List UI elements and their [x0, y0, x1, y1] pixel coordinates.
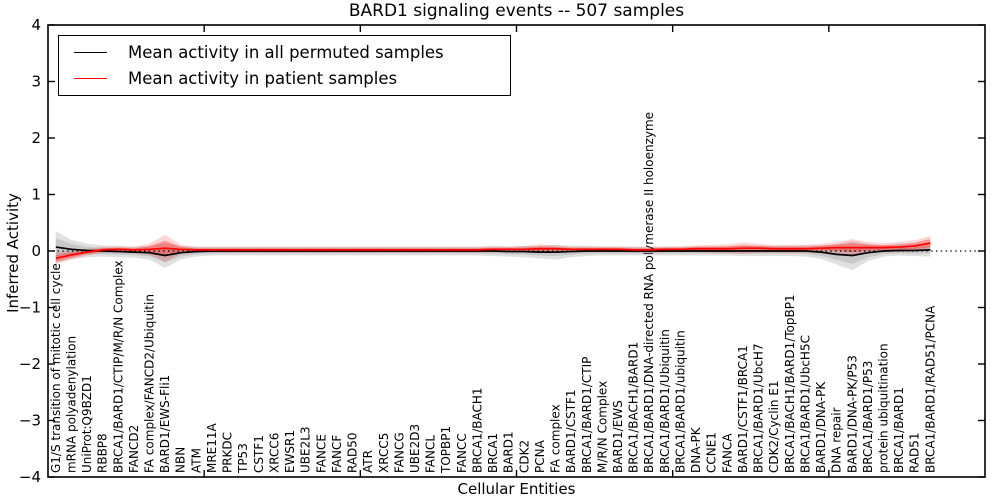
x-tick-label: FANCD2 [127, 425, 141, 473]
x-tick-label: FANCC [455, 433, 469, 473]
legend-entry-permuted: Mean activity in all permuted samples [59, 43, 510, 62]
x-tick-label: UBE2L3 [299, 426, 313, 473]
x-axis-label: Cellular Entities [457, 480, 576, 498]
x-tick-label: BARD1/EWS-Fli1 [158, 375, 172, 473]
x-tick-label: BRCA1/BARD1/RAD51/PCNA [923, 305, 937, 473]
x-tick-label: BRCA1/BARD1/ubiquitin [673, 330, 687, 473]
patient-mean-line [55, 242, 931, 260]
x-tick-label: protein ubiquitination [876, 343, 890, 473]
legend: Mean activity in all permuted samples Me… [58, 35, 511, 96]
x-tick-label: FANCL [424, 435, 438, 473]
y-axis-label: Inferred Activity [4, 193, 22, 313]
x-tick-label: BARD1/DNA-PK/P53 [845, 355, 859, 473]
legend-label-patient: Mean activity in patient samples [128, 69, 398, 88]
x-tick-label: DNA-PK [689, 426, 703, 473]
x-tick-label: BRCA1/BARD1 [892, 387, 906, 473]
y-tick-label: 4 [31, 16, 41, 34]
x-tick-label: BRCA1 [486, 433, 500, 473]
y-tick-label: −2 [19, 355, 41, 373]
permuted-line-swatch [74, 52, 107, 53]
x-tick-label: CDK2 [517, 440, 531, 473]
x-tick-label: BRCA1/BACH1/BARD1 [627, 342, 641, 473]
x-tick-label: FA complex/FANCD2/Ubiquitin [143, 294, 157, 473]
legend-entry-patient: Mean activity in patient samples [59, 69, 510, 88]
x-tick-label: CDK2/Cyclin E1 [767, 380, 781, 473]
x-tick-label: FANCG [392, 432, 406, 473]
x-tick-label: PRKDC [221, 432, 235, 473]
x-tick-label: FANCF [330, 435, 344, 473]
y-tick-label: 1 [31, 186, 41, 204]
x-tick-label: BRCA1/BARD1/UbcH7 [752, 343, 766, 473]
y-tick-label: −1 [19, 299, 41, 317]
x-tick-label: BRCA1/BARD1/Ubiquitin [658, 329, 672, 473]
x-tick-label: TOPBP1 [439, 426, 453, 474]
permuted-mean-line [55, 246, 931, 257]
x-tick-label: RBBP8 [96, 433, 110, 473]
x-tick-label: XRCC6 [267, 433, 281, 473]
x-tick-label: BRCA1/BARD1/DNA-directed RNA polymerase … [642, 112, 656, 473]
x-tick-label: ATM [189, 448, 203, 473]
x-tick-label: DNA repair [830, 407, 844, 473]
x-tick-label: BARD1/EWS [611, 400, 625, 473]
chart-title: BARD1 signaling events -- 507 samples [348, 1, 685, 21]
x-tick-label: CSTF1 [252, 435, 266, 473]
x-tick-label: ATR [361, 450, 375, 473]
x-tick-label: FANCA [720, 433, 734, 473]
x-tick-label: RAD50 [346, 432, 360, 473]
patient-line-swatch [74, 78, 107, 79]
x-tick-label: BRCA1/BARD1/CTIP/M/R/N Complex [111, 260, 125, 473]
x-tick-label: MRE11A [205, 422, 219, 473]
x-tick-label: BARD1 [502, 431, 516, 473]
x-tick-label: M/R/N Complex [595, 381, 609, 473]
x-tick-label: UniProt:Q9BZD1 [80, 375, 94, 473]
x-tick-label: RAD51 [908, 432, 922, 473]
x-tick-label: BRCA1/BARD1/P53 [861, 361, 875, 473]
x-tick-label: EWSR1 [283, 430, 297, 473]
x-tick-label: TP53 [236, 443, 250, 474]
x-tick-label: G1/S transition of mitotic cell cycle [49, 263, 63, 473]
x-tick-label: BARD1/DNA-PK [814, 381, 828, 473]
y-tick-label: −3 [19, 412, 41, 430]
legend-label-permuted: Mean activity in all permuted samples [128, 43, 444, 62]
x-tick-label: BRCA1/BARD1/UbcH5C [798, 335, 812, 473]
y-tick-label: 3 [31, 73, 41, 91]
x-tick-label: BRCA1/BACH1 [470, 387, 484, 473]
x-tick-label: BRCA1/BARD1/CTIP [580, 357, 594, 473]
x-tick-label: BRCA1/BACH1/BARD1/TopBP1 [783, 294, 797, 473]
x-tick-label: UBE2D3 [408, 424, 422, 473]
y-tick-label: −4 [19, 468, 41, 486]
x-tick-label: PCNA [533, 439, 547, 473]
x-tick-label: mRNA polyadenylation [64, 336, 78, 473]
x-tick-label: CCNE1 [705, 432, 719, 473]
y-tick-label: 2 [31, 129, 41, 147]
x-tick-label: BARD1/CSTF1 [564, 389, 578, 473]
x-tick-label: FA complex [549, 404, 563, 473]
x-tick-label: XRCC5 [377, 433, 391, 473]
x-tick-label: NBN [174, 447, 188, 473]
x-tick-label: FANCE [314, 434, 328, 473]
x-tick-label: BARD1/CSTF1/BRCA1 [736, 345, 750, 473]
y-tick-label: 0 [31, 242, 41, 260]
